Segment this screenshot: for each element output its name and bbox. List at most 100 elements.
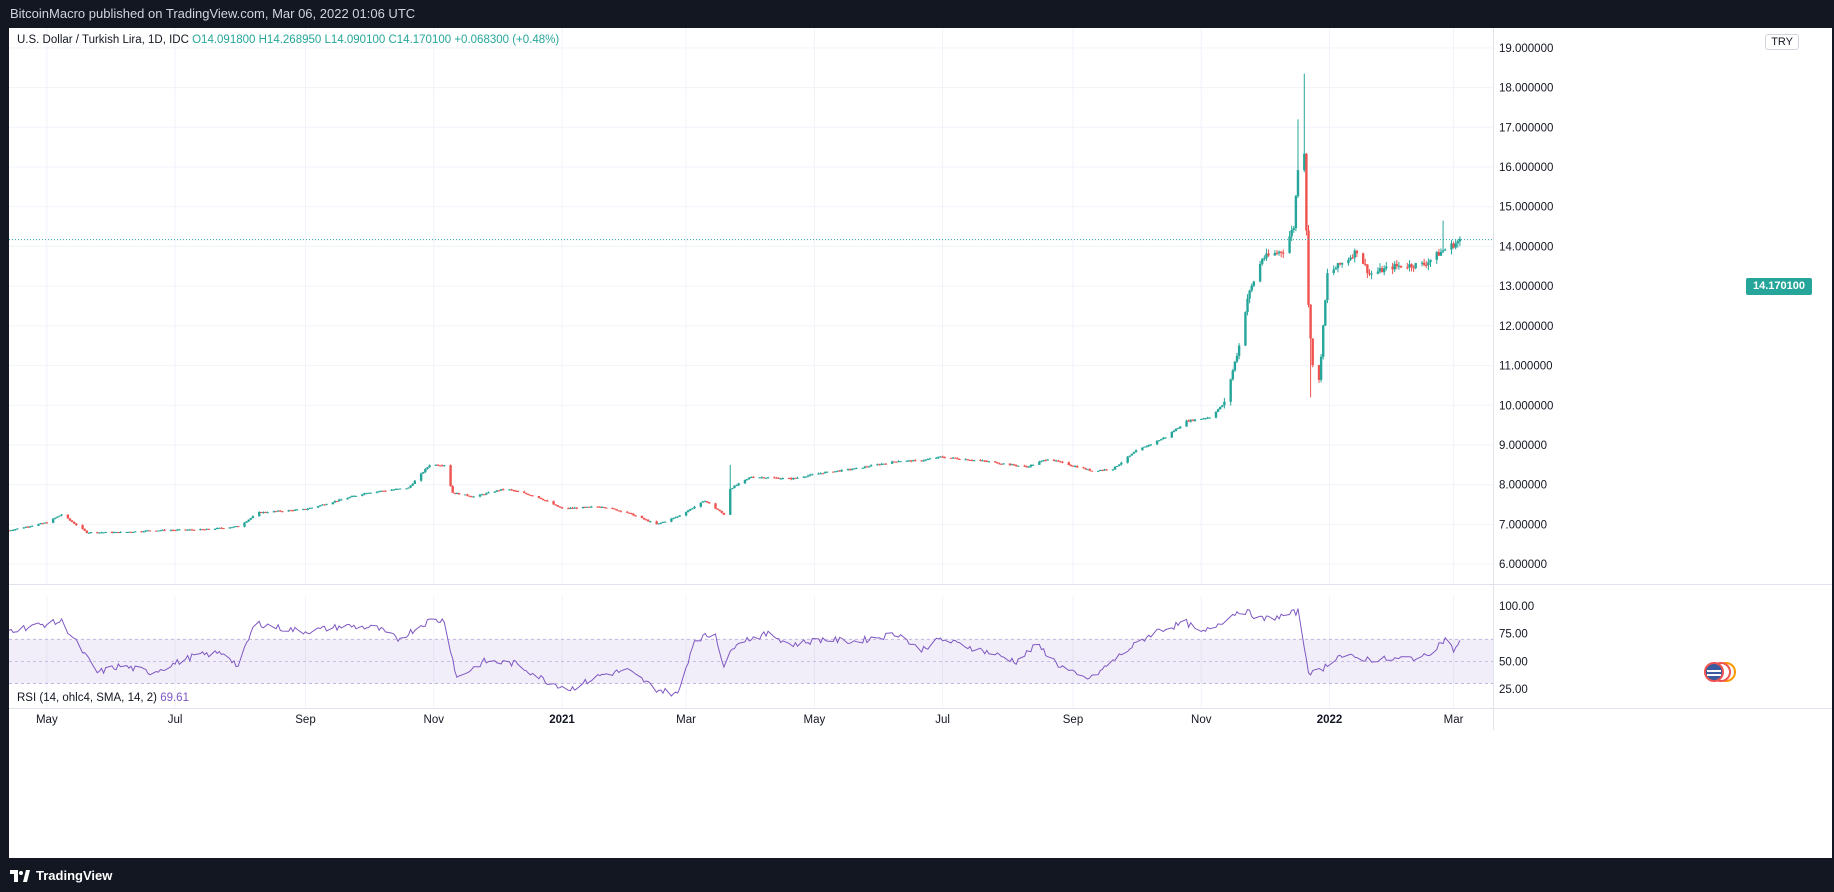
candle-body [1429, 259, 1432, 263]
candle-body [262, 511, 265, 513]
candle-body [493, 491, 496, 493]
candle-body [201, 529, 204, 531]
candle-body [1017, 465, 1020, 467]
candle-body [895, 461, 898, 463]
candle-body [790, 478, 793, 480]
candle-body [733, 485, 736, 489]
candle-body [1231, 370, 1235, 380]
candle-body [760, 477, 763, 479]
candle-body [996, 462, 999, 464]
candle-body [722, 512, 726, 515]
candle-body [306, 508, 309, 510]
candle-body [1326, 273, 1329, 301]
candle-body [865, 466, 869, 468]
candle-body [1258, 263, 1262, 282]
candle-body [161, 529, 164, 531]
x-tick-label: Nov [1191, 714, 1212, 726]
candle-body [455, 492, 459, 494]
candle-body [663, 521, 667, 523]
candle-body [909, 460, 913, 462]
footer-brand: TradingView [36, 868, 113, 883]
candle-body [922, 460, 925, 462]
candle-body [434, 464, 438, 466]
rsi-value: 69.61 [160, 692, 189, 704]
candle-body [556, 505, 560, 507]
candle-body [310, 507, 313, 509]
candle-body [1061, 461, 1064, 463]
candle-body [510, 489, 513, 491]
candle-body [352, 495, 356, 497]
candle-body [731, 488, 734, 490]
candle-body [104, 531, 107, 533]
candle-body [1296, 170, 1300, 197]
candle-body [775, 477, 778, 479]
candle-body [642, 517, 646, 520]
candle-body [1101, 469, 1104, 471]
candle-body [899, 461, 902, 463]
candle-body [834, 471, 837, 473]
tradingview-logo[interactable]: TradingView [10, 868, 112, 883]
candle-body [1179, 426, 1182, 429]
candle-body [939, 456, 942, 458]
candle-body [110, 531, 114, 533]
candle-body [560, 507, 564, 509]
candle-body [443, 465, 446, 467]
candle-body [1385, 266, 1388, 269]
candle-body [1233, 361, 1237, 371]
candle-body [806, 475, 810, 477]
candle-body [779, 478, 782, 480]
candle-body [880, 463, 883, 465]
candle-body [876, 464, 879, 466]
candle-body [531, 495, 534, 497]
candle-body [215, 527, 219, 529]
candle-body [1422, 262, 1426, 265]
y-tick-label: 16.000000 [1499, 162, 1553, 174]
candle-body [1216, 409, 1220, 412]
candle-body [937, 456, 940, 458]
candle-body [335, 501, 339, 503]
candle-body [1237, 345, 1241, 356]
candle-body [1246, 298, 1249, 313]
candle-body [1031, 464, 1035, 466]
candle-body [1130, 453, 1134, 456]
candle-body [861, 467, 864, 469]
candle-body [539, 497, 543, 500]
candle-body [117, 532, 120, 534]
candle-body [291, 510, 295, 512]
candle-body [1187, 420, 1190, 422]
candle-body [1149, 444, 1152, 446]
candle-body [287, 510, 290, 512]
candle-body [350, 496, 353, 498]
candle-body [1393, 263, 1396, 270]
candle-body [691, 508, 694, 510]
ohlc-close: C14.170100 [388, 34, 452, 46]
currency-badge[interactable]: TRY [1765, 34, 1799, 50]
chart-svg[interactable]: May Jul Sep Nov 2021 Mar May Jul Sep Nov 2022 Mar 6.… [7, 28, 1832, 858]
candle-body [537, 495, 541, 498]
candle-body [451, 486, 454, 493]
candle-body [1040, 460, 1043, 462]
candle-body [851, 469, 854, 471]
candle-body [552, 501, 555, 505]
chart-frame[interactable]: May Jul Sep Nov 2021 Mar May Jul Sep Nov 2022 Mar 6.… [7, 28, 1832, 858]
candle-body [1399, 265, 1403, 268]
candle-body [319, 505, 322, 507]
candle-body [1155, 440, 1159, 445]
candle-body [98, 532, 101, 534]
rsi-y-tick-label: 75.00 [1499, 629, 1528, 641]
y-tick-label: 18.000000 [1499, 83, 1553, 95]
candle-body [1275, 252, 1279, 254]
candle-body [392, 489, 396, 491]
candle-body [1376, 271, 1380, 274]
candle-body [1319, 356, 1323, 380]
candle-body [1279, 251, 1283, 253]
candle-body [598, 506, 602, 508]
candle-body [657, 523, 660, 525]
candle-body [236, 526, 240, 528]
candle-body [1305, 153, 1308, 231]
events-flags-icon[interactable] [1702, 661, 1736, 688]
candle-body [119, 532, 122, 534]
candle-body [440, 465, 444, 467]
candle-body [792, 477, 795, 480]
candle-body [527, 494, 530, 496]
